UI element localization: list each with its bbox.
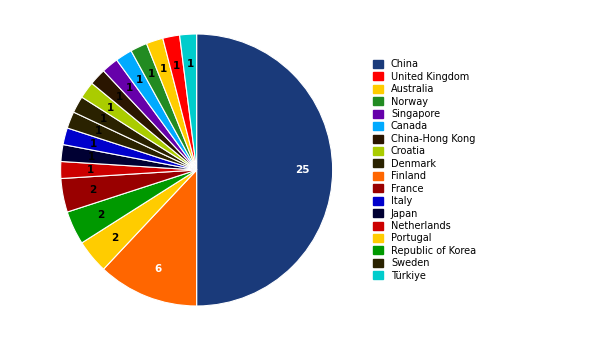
- Text: 1: 1: [160, 64, 168, 74]
- Wedge shape: [197, 34, 333, 306]
- Text: 1: 1: [90, 139, 97, 149]
- Text: 6: 6: [154, 264, 161, 274]
- Text: 1: 1: [88, 152, 95, 162]
- Wedge shape: [163, 35, 197, 170]
- Wedge shape: [103, 60, 197, 170]
- Wedge shape: [146, 38, 197, 170]
- Text: 2: 2: [111, 233, 119, 243]
- Wedge shape: [67, 170, 197, 243]
- Wedge shape: [74, 97, 197, 170]
- Wedge shape: [61, 170, 197, 212]
- Wedge shape: [180, 34, 197, 170]
- Wedge shape: [92, 71, 197, 170]
- Wedge shape: [82, 170, 197, 269]
- Text: 1: 1: [116, 92, 123, 102]
- Text: 1: 1: [87, 165, 94, 175]
- Text: 1: 1: [136, 75, 143, 85]
- Wedge shape: [61, 144, 197, 170]
- Wedge shape: [63, 128, 197, 170]
- Text: 1: 1: [125, 83, 132, 93]
- Legend: China, United Kingdom, Australia, Norway, Singapore, Canada, China-Hong Kong, Cr: China, United Kingdom, Australia, Norway…: [371, 57, 478, 283]
- Text: 1: 1: [186, 59, 194, 69]
- Text: 1: 1: [94, 126, 102, 136]
- Text: 2: 2: [89, 185, 96, 195]
- Wedge shape: [117, 51, 197, 170]
- Text: 1: 1: [100, 114, 107, 124]
- Wedge shape: [103, 170, 197, 306]
- Text: 1: 1: [148, 69, 155, 79]
- Text: 25: 25: [295, 165, 310, 175]
- Text: 2: 2: [97, 210, 104, 220]
- Text: 1: 1: [173, 61, 180, 71]
- Wedge shape: [82, 83, 197, 170]
- Wedge shape: [67, 112, 197, 170]
- Wedge shape: [60, 162, 197, 178]
- Text: 1: 1: [107, 103, 114, 113]
- Wedge shape: [131, 44, 197, 170]
